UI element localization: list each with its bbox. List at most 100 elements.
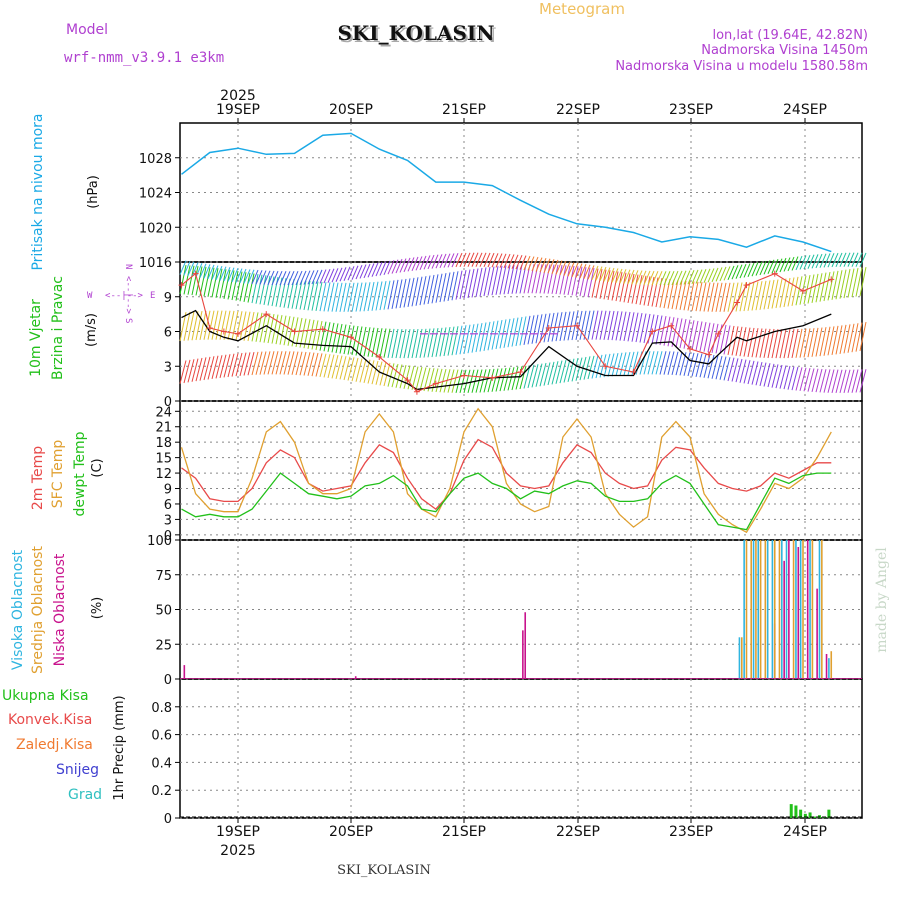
- temp2m-line: [181, 438, 832, 510]
- wind-barb: [295, 270, 303, 286]
- wind-barb: [719, 282, 727, 312]
- wind-barb: [483, 321, 491, 351]
- wind-barb: [479, 252, 487, 267]
- cloud-ylabel: (%): [90, 597, 105, 620]
- wind-barb: [839, 269, 847, 299]
- wind-barb: [407, 257, 415, 272]
- wind-barb: [307, 281, 315, 311]
- wind-barb: [231, 353, 239, 377]
- wind-barb: [403, 329, 411, 359]
- wind-barb: [787, 366, 795, 390]
- y-tick-label: 0.2: [151, 784, 172, 799]
- wind-barb: [659, 315, 667, 346]
- wind-barb: [387, 260, 395, 275]
- wind-barb: [695, 269, 703, 284]
- wind-barb: [635, 275, 643, 305]
- wind-barb: [487, 368, 495, 393]
- wind-barb: [799, 367, 807, 392]
- wind-barb: [575, 266, 583, 296]
- wind-barb: [859, 321, 867, 352]
- wind-barb: [431, 274, 439, 304]
- wind-barb: [747, 281, 755, 311]
- wind-barb: [691, 281, 699, 311]
- wind-barb: [671, 270, 679, 286]
- wind-dir-w: W: [87, 291, 93, 301]
- precip-ylabel: 1hr Precip (mm): [112, 695, 127, 800]
- wind-barb: [367, 327, 375, 357]
- wind-barb: [407, 277, 415, 307]
- wind-barb: [651, 314, 659, 345]
- wind-barb: [479, 267, 487, 297]
- wind-barb: [787, 328, 795, 359]
- wind-barb: [331, 282, 339, 312]
- wind-barb: [831, 252, 839, 268]
- wind-barb: [603, 353, 611, 378]
- wind-barb: [783, 365, 791, 390]
- wind-barb: [831, 325, 839, 355]
- wind-barb: [623, 352, 631, 376]
- wind-barb: [827, 326, 835, 356]
- wind-barb: [779, 365, 787, 389]
- wind-barb: [843, 269, 851, 299]
- wind-barb: [803, 254, 811, 270]
- wind-barb: [527, 364, 535, 389]
- y-tick-label: 6: [164, 326, 172, 341]
- wind-barb: [703, 268, 711, 283]
- wind-barb: [843, 324, 851, 354]
- wind-barb: [775, 258, 783, 273]
- wind-barb: [387, 363, 395, 387]
- wind-barb: [687, 270, 695, 285]
- wind-barb: [535, 257, 543, 272]
- wind-barb: [471, 323, 479, 353]
- wind-barb: [791, 366, 799, 391]
- wind-barb: [819, 369, 827, 393]
- wind-barb: [439, 253, 447, 269]
- wind-barb: [719, 356, 727, 380]
- wind-barb: [539, 362, 547, 387]
- wind-barb: [519, 255, 527, 270]
- wind-barb: [723, 282, 731, 312]
- wind-barb: [179, 360, 187, 384]
- wind-barb: [851, 252, 859, 267]
- precip-snow-label: Snijeg: [56, 762, 99, 778]
- wind-ylabel: (m/s): [84, 313, 99, 347]
- wind-barb: [451, 253, 459, 268]
- wind-barb: [267, 270, 275, 286]
- wind-barb: [835, 252, 843, 268]
- wind-barb: [483, 252, 491, 268]
- wind-barb: [367, 360, 375, 384]
- wind-barb: [411, 366, 419, 390]
- wind-barb: [351, 265, 359, 280]
- wind-barb: [283, 271, 291, 286]
- wind-barb: [803, 328, 811, 358]
- y-tick-label: 12: [155, 467, 172, 482]
- wind-barb: [243, 269, 251, 284]
- wind-barb: [319, 282, 327, 312]
- wind-barb: [727, 325, 735, 356]
- wind-barb: [287, 351, 295, 375]
- wind-barb: [619, 272, 627, 302]
- wind-barb: [439, 273, 447, 303]
- wind-barb: [195, 357, 203, 382]
- wind-barb: [467, 268, 475, 299]
- wind-barb: [655, 271, 663, 286]
- wind-barb: [423, 275, 431, 305]
- wind-barb: [615, 272, 623, 302]
- wind-barb: [835, 270, 843, 300]
- wind-barb: [423, 367, 431, 392]
- wind-barb: [727, 282, 735, 312]
- wind-barb: [515, 254, 523, 270]
- wind-barb: [839, 252, 847, 267]
- top-year-label: 2025: [220, 88, 256, 104]
- wind-barb: [859, 252, 867, 268]
- wind-dir-arrows-v: <--|-->: [123, 276, 133, 315]
- wind-barb: [595, 354, 603, 379]
- top-date-label: 21SEP: [442, 102, 486, 118]
- wind-barb: [335, 355, 343, 379]
- wind-barb: [359, 359, 367, 383]
- wind-barb: [375, 281, 383, 311]
- wind-barb: [243, 272, 251, 302]
- wind-barb: [551, 264, 559, 294]
- wind-barb: [263, 270, 271, 285]
- wind-barb: [591, 310, 599, 340]
